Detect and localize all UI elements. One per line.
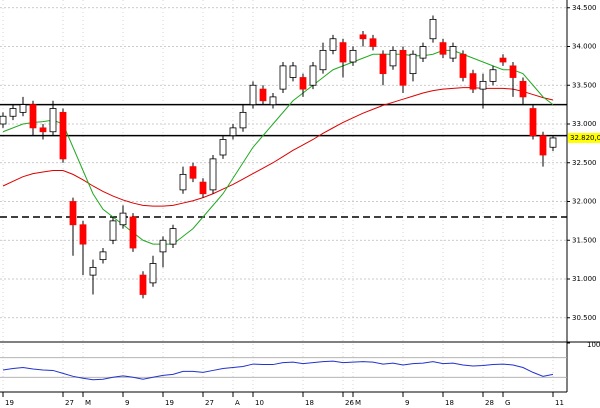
candle-body	[429, 18, 437, 40]
candle-body	[349, 49, 357, 63]
y-tick-label: 100	[587, 341, 600, 349]
x-tick-label: 9	[405, 399, 409, 407]
candle-body	[329, 38, 337, 51]
candle-body	[59, 111, 67, 160]
candle-body	[159, 239, 167, 253]
y-tick-label: 34.000	[572, 43, 597, 51]
candle-body	[399, 49, 407, 86]
y-tick-label: 31.500	[572, 236, 597, 244]
y-tick-label: 30.500	[572, 314, 597, 322]
candle-body	[489, 69, 497, 82]
candle-body	[69, 201, 77, 226]
candle-body	[39, 127, 47, 133]
candle-body	[389, 49, 397, 67]
candle-body	[139, 274, 147, 295]
y-tick-label: 34.500	[572, 4, 597, 12]
candle-body	[549, 137, 557, 148]
candle-body	[319, 49, 327, 71]
y-tick-label: 33.500	[572, 81, 597, 89]
last-price-label: 32.820,0	[570, 134, 600, 142]
candle-body	[129, 216, 137, 249]
x-tick-label: 28	[485, 399, 494, 407]
x-tick-label: 9	[125, 399, 129, 407]
candle-body	[539, 135, 547, 156]
candle-body	[239, 111, 247, 129]
candle-body	[49, 108, 57, 133]
candle-body	[189, 166, 197, 179]
moving-average-long	[2, 87, 554, 207]
candle-body	[369, 38, 377, 47]
candle-body	[99, 251, 107, 261]
y-tick-label: 32.000	[572, 198, 597, 206]
y-tick-label: 33.000	[572, 120, 597, 128]
candle-body	[439, 42, 447, 55]
candle-body	[519, 80, 527, 98]
x-tick-label: M	[85, 399, 91, 407]
x-tick-label: 26	[345, 399, 354, 407]
x-tick-label: 19	[5, 399, 14, 407]
candle-body	[499, 57, 507, 63]
candle-body	[379, 53, 387, 75]
candle-body	[169, 228, 177, 245]
x-tick-label: 10	[255, 399, 264, 407]
candle-body	[79, 224, 87, 245]
x-tick-label: 18	[305, 399, 314, 407]
candle-body	[149, 263, 157, 284]
oscillator-line	[2, 360, 554, 381]
candle-body	[289, 65, 297, 78]
y-tick-label: 31.000	[572, 275, 597, 283]
candle-body	[279, 65, 287, 90]
x-tick-label: 19	[165, 399, 174, 407]
x-tick-label: M	[355, 399, 361, 407]
candle-body	[479, 80, 487, 90]
x-tick-label: A	[235, 399, 240, 407]
candle-body	[209, 158, 217, 191]
candle-body	[509, 65, 517, 78]
candle-body	[19, 104, 27, 113]
candle-body	[309, 65, 317, 86]
last-price-box	[568, 132, 600, 143]
candle-body	[249, 84, 257, 106]
moving-average-short	[2, 49, 554, 245]
candle-body	[199, 181, 207, 195]
candle-body	[529, 108, 537, 137]
candle-body	[9, 108, 17, 117]
candle-body	[219, 139, 227, 156]
candle-body	[29, 104, 37, 129]
x-tick-label: 27	[205, 399, 214, 407]
candle-body	[119, 212, 127, 226]
x-tick-label: 27	[65, 399, 74, 407]
x-tick-label: 18	[445, 399, 454, 407]
candle-body	[109, 220, 117, 241]
candle-body	[469, 73, 477, 90]
candle-body	[269, 96, 277, 106]
candle-body	[179, 173, 187, 191]
candle-body	[459, 53, 467, 78]
candle-body	[419, 46, 427, 59]
candle-body	[409, 53, 417, 75]
candle-body	[229, 127, 237, 137]
x-tick-label: G	[505, 399, 510, 407]
candle-body	[259, 88, 267, 102]
candle-body	[0, 115, 7, 125]
y-tick-label: 32.500	[572, 159, 597, 167]
candle-body	[359, 34, 367, 40]
candle-body	[449, 46, 457, 59]
x-tick-label: 11	[555, 399, 564, 407]
candle-body	[89, 266, 97, 276]
candle-body	[339, 42, 347, 63]
candle-body	[299, 77, 307, 90]
